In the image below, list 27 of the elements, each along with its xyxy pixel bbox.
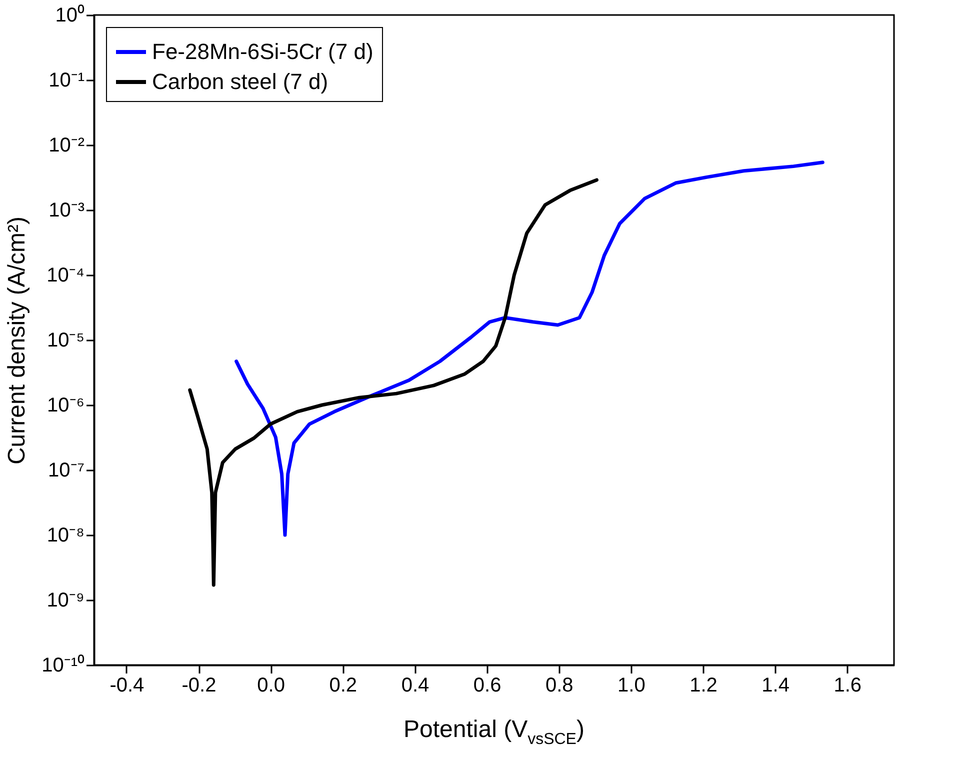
- y-tick-label: 10⁻⁷: [48, 460, 84, 482]
- x-tick-label: 0.0: [257, 674, 285, 696]
- y-tick-label: 10⁰: [55, 4, 84, 26]
- line-series: [234, 160, 824, 537]
- x-tick-label: 1.2: [690, 674, 718, 696]
- x-tick-label: -0.2: [182, 674, 216, 696]
- x-tick-label: 0.8: [545, 674, 574, 696]
- x-tick-label: -0.4: [110, 674, 144, 696]
- y-axis-title: Current density (A/cm²): [4, 216, 31, 465]
- y-tick-label: 10⁻³: [48, 200, 85, 222]
- y-tick-label: 10⁻⁵: [46, 330, 84, 352]
- x-tick-label: 0.2: [329, 674, 358, 696]
- x-tick-label: 1.6: [834, 674, 862, 696]
- y-tick-label: 10⁻⁸: [46, 524, 84, 546]
- x-tick-label: 1.4: [762, 674, 790, 696]
- line-series: [188, 178, 598, 587]
- legend-label: Fe-28Mn-6Si-5Cr (7 d): [152, 39, 374, 64]
- x-tick-label: 0.4: [401, 674, 430, 696]
- y-tick-label: 10⁻²: [48, 134, 85, 156]
- x-tick-label: 0.6: [473, 674, 502, 696]
- y-tick-label: 10⁻¹: [48, 70, 85, 92]
- legend-label: Carbon steel (7 d): [152, 69, 328, 94]
- x-tick-label: 1.0: [618, 674, 646, 696]
- y-tick-label: 10⁻⁶: [47, 394, 84, 416]
- y-tick-label: 10⁻⁴: [46, 264, 84, 286]
- y-tick-label: 10⁻¹⁰: [42, 654, 84, 676]
- y-tick-label: 10⁻⁹: [46, 590, 84, 612]
